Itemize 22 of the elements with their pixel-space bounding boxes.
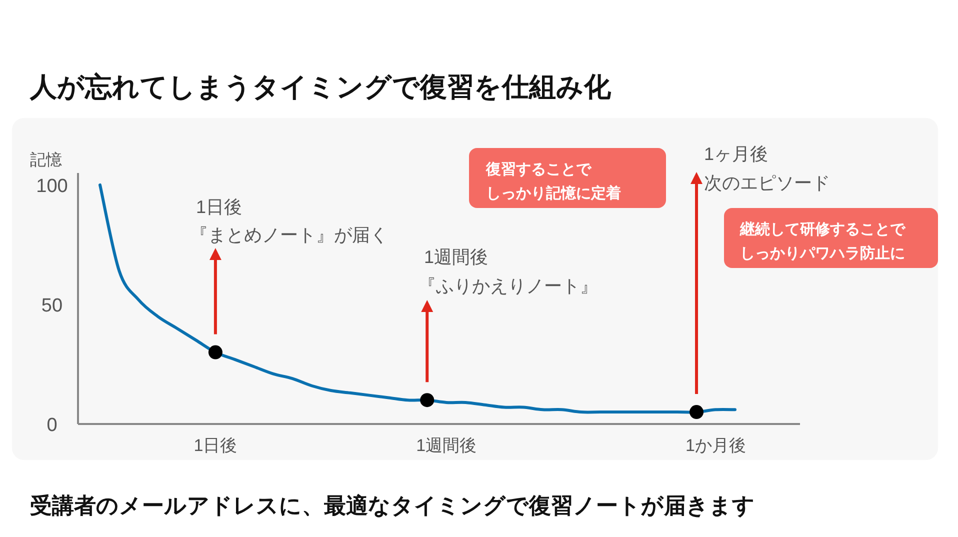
annotation: 『まとめノート』が届く [190,225,388,245]
point [690,405,704,420]
x-tick-label: 1か月後 [686,436,746,455]
chart-title: 人が忘れてしまうタイミングで復習を仕組み化 [29,72,612,102]
annotation: しっかりパワハラ防止に [740,245,905,262]
text: 受講者のメールアドレスに、最適なタイミングで復習ノートが届きます [30,493,755,518]
annotation: 復習することで [485,161,592,178]
x-tick-label: 1日後 [194,436,238,455]
y-tick-label: 50 [41,295,63,316]
y-tick-label: 100 [36,176,68,197]
annotation: 1週間後 [424,247,488,267]
annotation: 1日後 [196,197,242,217]
x-tick-label: 1週間後 [416,436,477,455]
annotation: 『ふりかえりノート』 [418,276,598,296]
annotation: 次のエピソード [704,173,830,193]
annotation: しっかり記憶に定着 [486,184,621,202]
point [420,393,434,408]
annotation: 継続して研修することで [739,221,906,238]
point [208,345,222,360]
y-axis-title: 記憶 [30,151,62,169]
text: 1ヶ月後 [704,144,768,164]
y-tick-label: 0 [46,415,58,436]
